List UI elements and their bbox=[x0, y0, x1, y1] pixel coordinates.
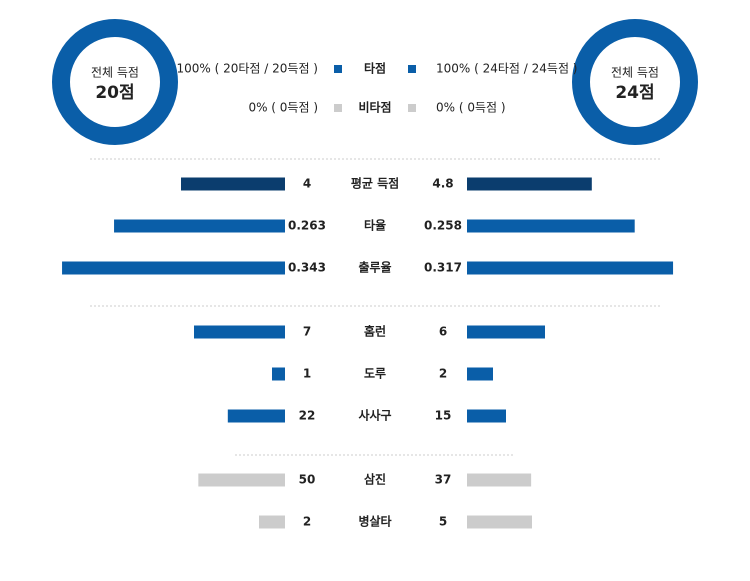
donut-total: 24점 bbox=[615, 83, 654, 103]
donut-title: 전체 득점 bbox=[91, 66, 139, 80]
left-value: 50 bbox=[299, 473, 316, 487]
donut-ring bbox=[572, 19, 698, 145]
legend-swatch bbox=[334, 65, 342, 73]
left-bar bbox=[181, 177, 285, 191]
donut-ring bbox=[52, 19, 178, 145]
right-bar bbox=[467, 409, 506, 423]
left-value: 1 bbox=[303, 367, 311, 381]
stat-label: 홈런 bbox=[364, 324, 386, 339]
left-value: 0.263 bbox=[288, 219, 326, 233]
stat-label: 삼진 bbox=[364, 472, 386, 487]
left-bar bbox=[194, 325, 285, 339]
legend-label: 타점 bbox=[364, 61, 386, 76]
left-bar bbox=[259, 515, 285, 529]
legend-swatch bbox=[334, 104, 342, 112]
donut-total: 20점 bbox=[95, 83, 134, 103]
stat-label: 출루율 bbox=[358, 260, 391, 275]
stat-label: 사사구 bbox=[358, 408, 391, 423]
right-value: 15 bbox=[435, 409, 452, 423]
right-bar bbox=[467, 473, 532, 487]
right-value: 2 bbox=[439, 367, 447, 381]
left-bar bbox=[272, 367, 285, 381]
right-value: 5 bbox=[439, 515, 447, 529]
left-bar bbox=[62, 261, 285, 275]
left-bar bbox=[114, 219, 285, 233]
right-bar bbox=[467, 325, 545, 339]
stat-label: 평균 득점 bbox=[351, 176, 399, 191]
legend-right-text: 0% ( 0득점 ) bbox=[436, 101, 506, 115]
left-bar bbox=[227, 409, 285, 423]
left-value: 4 bbox=[303, 177, 311, 191]
right-value: 4.8 bbox=[432, 177, 453, 191]
stat-label: 병살타 bbox=[358, 514, 391, 529]
right-value: 37 bbox=[435, 473, 452, 487]
right-bar bbox=[467, 219, 635, 233]
left-value: 7 bbox=[303, 325, 311, 339]
right-value: 6 bbox=[439, 325, 447, 339]
left-value: 2 bbox=[303, 515, 311, 529]
right-value: 0.258 bbox=[424, 219, 462, 233]
right-bar bbox=[467, 261, 674, 275]
right-bar bbox=[467, 177, 592, 191]
right-value: 0.317 bbox=[424, 261, 462, 275]
legend-swatch bbox=[408, 65, 416, 73]
stat-label: 타율 bbox=[364, 218, 386, 233]
legend-left-text: 100% ( 20타점 / 20득점 ) bbox=[177, 62, 319, 76]
right-bar bbox=[467, 367, 493, 381]
stat-label: 도루 bbox=[364, 367, 386, 381]
left-value: 0.343 bbox=[288, 261, 326, 275]
right-bar bbox=[467, 515, 532, 529]
legend-label: 비타점 bbox=[358, 100, 391, 115]
left-value: 22 bbox=[299, 409, 316, 423]
donut-title: 전체 득점 bbox=[611, 66, 659, 80]
legend-right-text: 100% ( 24타점 / 24득점 ) bbox=[436, 62, 578, 76]
left-bar bbox=[198, 473, 285, 487]
legend-left-text: 0% ( 0득점 ) bbox=[248, 101, 318, 115]
legend-swatch bbox=[408, 104, 416, 112]
